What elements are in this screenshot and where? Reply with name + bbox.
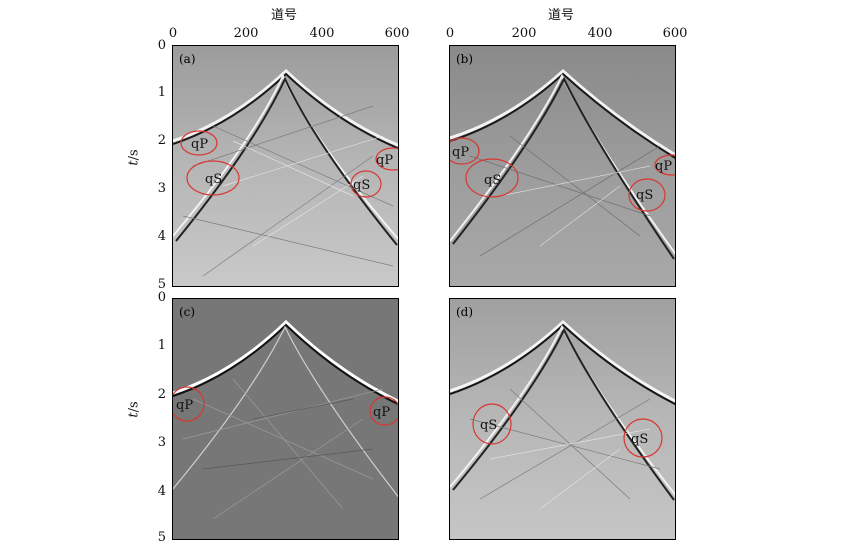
panel-d: qS qS (d) [449, 298, 676, 540]
y-tick-top-2: 2 [157, 133, 166, 148]
panel-a: qP qS qS qP (a) [172, 45, 399, 287]
x-tick-right-0: 0 [445, 26, 455, 41]
x-tick-left-400: 400 [309, 26, 335, 41]
y-tick-bottom-5: 5 [157, 530, 166, 545]
panel-a-annotation-circle-2 [186, 160, 240, 196]
y-tick-bottom-1: 1 [157, 338, 166, 353]
x-tick-left-600: 600 [384, 26, 410, 41]
panel-c-annotation-circle-1 [173, 386, 205, 422]
y-axis-title-bottom-italic: t [126, 412, 142, 418]
x-tick-right-600: 600 [662, 26, 688, 41]
panel-a-annotation-1: qP [191, 137, 208, 152]
y-axis-title-top-italic: t [126, 160, 142, 166]
y-tick-bottom-4: 4 [157, 484, 166, 499]
panel-c-label: (c) [179, 305, 196, 319]
panel-c-seismogram: qP qP [173, 299, 398, 539]
panel-a-annotation-circle-3 [350, 170, 382, 198]
panel-b-annotation-4: qP [655, 159, 672, 174]
panel-a-annotation-circle-1 [180, 130, 218, 156]
panel-b-annotation-circle-3 [628, 178, 666, 212]
panel-a-annotation-4: qP [376, 153, 393, 168]
panel-c-annotation-circle-2 [369, 396, 398, 426]
panel-d-annotation-1: qS [480, 418, 497, 433]
x-tick-right-400: 400 [587, 26, 613, 41]
y-tick-top-1: 1 [157, 85, 166, 100]
panel-b-annotation-2: qS [484, 173, 501, 188]
y-tick-top-5: 5 [157, 277, 166, 292]
y-axis-title-bottom: t/s [127, 401, 142, 417]
panel-b-label: (b) [456, 52, 474, 66]
y-axis-title-bottom-unit: /s [126, 401, 142, 413]
panel-a-label: (a) [179, 52, 196, 66]
y-axis-title-top-unit: /s [126, 149, 142, 161]
panel-d-label: (d) [456, 305, 474, 319]
x-tick-left-0: 0 [168, 26, 178, 41]
y-axis-title-top: t/s [127, 149, 142, 165]
panel-b-annotation-circle-2 [465, 158, 519, 198]
panel-d-annotation-circle-2 [623, 418, 663, 458]
y-tick-bottom-0: 0 [157, 290, 166, 305]
x-tick-right-200: 200 [511, 26, 537, 41]
panel-b: qP qS qS qP (b) [449, 45, 676, 287]
y-tick-top-4: 4 [157, 229, 166, 244]
panel-b-annotation-1: qP [452, 145, 469, 160]
panel-a-annotation-3: qS [353, 178, 370, 193]
y-tick-top-0: 0 [157, 38, 166, 53]
panel-c-annotation-1: qP [176, 398, 193, 413]
panel-b-annotation-circle-4 [654, 154, 675, 176]
panel-a-annotation-circle-4 [375, 147, 398, 171]
y-tick-top-3: 3 [157, 181, 166, 196]
panel-d-annotation-2: qS [631, 432, 648, 447]
panel-d-seismogram: qS qS [450, 299, 675, 539]
x-tick-left-200: 200 [233, 26, 259, 41]
y-tick-bottom-2: 2 [157, 387, 166, 402]
panel-b-seismogram: qP qS qS qP [450, 46, 675, 286]
panel-a-annotation-2: qS [205, 172, 222, 187]
panel-c: qP qP (c) [172, 298, 399, 540]
top-axis-title-left: 道号 [270, 8, 298, 23]
panel-b-annotation-circle-1 [450, 137, 480, 165]
top-axis-title-right: 道号 [547, 8, 575, 23]
panel-b-annotation-3: qS [636, 188, 653, 203]
y-tick-bottom-3: 3 [157, 435, 166, 450]
panel-c-annotation-2: qP [373, 405, 390, 420]
panel-a-seismogram: qP qS qS qP [173, 46, 398, 286]
panel-d-annotation-circle-1 [472, 403, 512, 445]
